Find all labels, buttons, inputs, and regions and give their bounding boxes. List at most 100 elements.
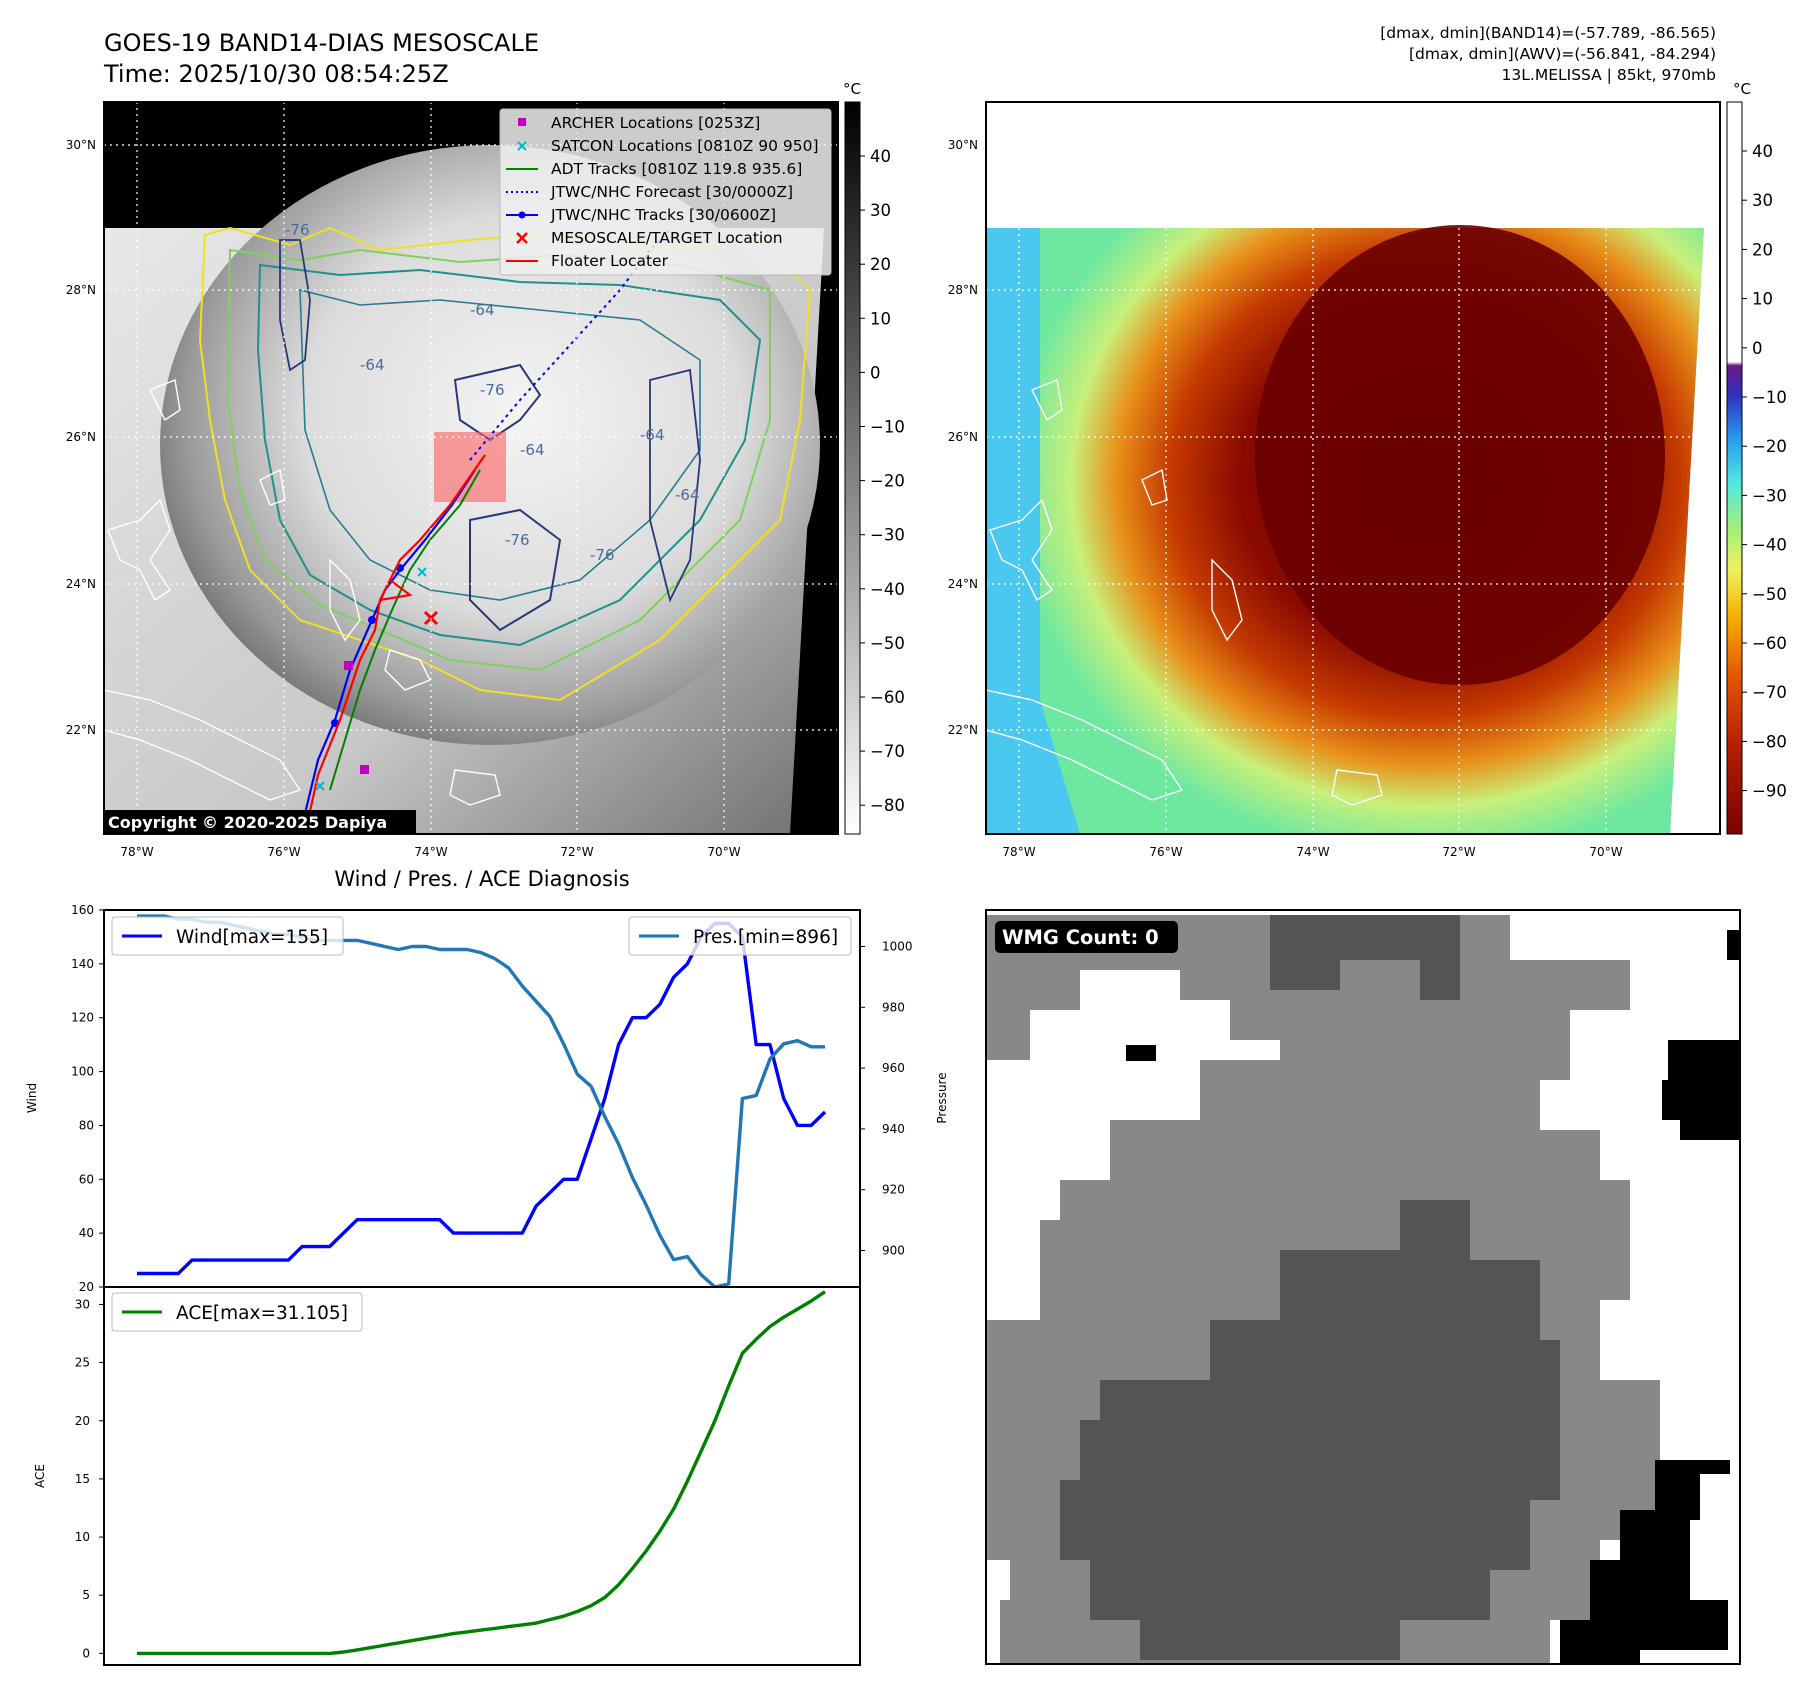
right-map-gridlines: [986, 102, 1720, 834]
colorbar-tick-label: −10: [870, 418, 905, 437]
pres-ytick-label: 900: [882, 1244, 905, 1258]
left-map-lon-labels: 78°W 76°W 74°W 72°W 70°W: [120, 845, 740, 859]
wmg-black-spot: [1126, 1045, 1156, 1061]
colorbar-tick-label: 0: [1752, 339, 1763, 358]
wind-ytick-label: 20: [79, 1280, 94, 1294]
contour-navy-south: [469, 508, 562, 632]
rlon-label-76w: 76°W: [1149, 845, 1182, 859]
colorbar-tick-label: −20: [870, 472, 905, 491]
satcon-points: [315, 567, 427, 791]
colorbar-tick-label: −80: [870, 796, 905, 815]
colorbar-tick-label: −50: [870, 634, 905, 653]
lon-label-72w: 72°W: [560, 845, 593, 859]
colorbar-tick-label: 30: [870, 201, 891, 220]
colorbar-tick-label: −40: [1752, 536, 1787, 555]
colorbar-tick-label: −10: [1752, 388, 1787, 407]
lat-label-24n: 24°N: [66, 577, 96, 591]
wmg-dark-top: [1270, 915, 1460, 1000]
wind-ytick-label: 80: [79, 1118, 94, 1132]
wind-ytick-label: 140: [71, 957, 94, 971]
wmg-black-notch: [1727, 930, 1740, 960]
legend-archer-marker: [518, 118, 526, 126]
ts-legend-pres: Pres.[min=896]: [628, 916, 852, 956]
colorbar-tick-label: −20: [1752, 437, 1787, 456]
copyright-text: Copyright © 2020-2025 Dapiya: [108, 813, 387, 832]
contour-label: -64: [640, 426, 665, 444]
wind-axis-label: Wind: [25, 1083, 39, 1113]
colorbar-tick-label: 10: [1752, 290, 1773, 309]
coastlines-right: [986, 379, 1383, 806]
colorbar-tick-label: 40: [870, 147, 891, 166]
mesoscale-box: [434, 432, 506, 502]
ts-plot: 160 140 120 100 80 60 40 20 1000 980 960 940 920 900: [71, 903, 912, 1294]
wind-legend-label: Wind[max=155]: [176, 927, 328, 948]
right-map-core: [1255, 225, 1665, 685]
lat-label-26n: 26°N: [66, 430, 96, 444]
pres-legend-box: [628, 916, 852, 956]
pres-ytick-label: 960: [882, 1061, 905, 1075]
colorbar-tick-label: −30: [870, 526, 905, 545]
rlat-label-28n: 28°N: [948, 283, 978, 297]
copyright-box: [104, 810, 416, 834]
lon-label-70w: 70°W: [707, 845, 740, 859]
pressure-axis-label: Pressure: [935, 1072, 949, 1123]
legend-tracks-dot: [518, 211, 526, 219]
legend-satcon-marker: [517, 141, 527, 151]
gray-colorbar-ticks: 40 30 20 10 0 −10 −20 −30 −40 −50 −60 −70 −80: [860, 147, 905, 815]
ace-series-line: [137, 1290, 826, 1656]
right-map-lat-labels: 30°N 28°N 26°N 24°N 22°N: [948, 138, 978, 737]
color-colorbar: [1726, 101, 1743, 835]
figure-time: Time: 2025/10/30 08:54:25Z: [103, 60, 449, 88]
legend-archer-label: ARCHER Locations [0253Z]: [551, 114, 760, 132]
contour-label-group: -76 -64 -64 -76 -64 -64 -76 -76 -64: [285, 221, 700, 564]
rlat-label-22n: 22°N: [948, 723, 978, 737]
ts-legend-wind: Wind[max=155]: [111, 916, 344, 956]
legend-adt-label: ADT Tracks [0810Z 119.8 935.6]: [551, 160, 802, 178]
lat-label-30n: 30°N: [66, 138, 96, 152]
contour-label: -64: [470, 301, 495, 319]
ace-frame: [103, 1286, 861, 1666]
adt-track-line: [329, 469, 481, 791]
ace-plot: 30 25 20 15 10 5 0: [75, 1290, 826, 1660]
lat-label-22n: 22°N: [66, 723, 96, 737]
ace-ytick-label: 10: [75, 1530, 90, 1544]
contour-navy: [453, 363, 542, 442]
lat-label-28n: 28°N: [66, 283, 96, 297]
contour-yellow: [198, 226, 812, 702]
contour-label: -76: [590, 546, 615, 564]
ace-ytick-label: 30: [75, 1297, 90, 1311]
wmg-count-box: [995, 921, 1178, 953]
colorbar-tick-label: −90: [1752, 782, 1787, 801]
wind-ytick-label: 60: [79, 1172, 94, 1186]
colorbar-tick-label: −80: [1752, 732, 1787, 751]
pres-ytick-label: 1000: [882, 939, 913, 953]
figure-title: GOES-19 BAND14-DIAS MESOSCALE: [104, 29, 539, 57]
rlat-label-30n: 30°N: [948, 138, 978, 152]
contour-label: -76: [285, 221, 310, 239]
lon-label-74w: 74°W: [414, 845, 447, 859]
legend-floater-label: Floater Locater: [551, 252, 669, 270]
ace-ytick-label: 5: [82, 1588, 90, 1602]
contour-label: -64: [675, 486, 700, 504]
ace-axis-label: ACE: [33, 1464, 47, 1488]
rlon-label-78w: 78°W: [1002, 845, 1035, 859]
wmg-black-southeast: [1560, 1460, 1730, 1664]
pressure-series-line: [137, 914, 825, 1287]
contour-label: -76: [505, 531, 530, 549]
lon-label-76w: 76°W: [267, 845, 300, 859]
contour-label: -64: [520, 441, 545, 459]
colorbar-tick-label: 0: [870, 363, 881, 382]
legend-target-marker: [516, 232, 528, 244]
lon-label-78w: 78°W: [120, 845, 153, 859]
contour-navy-east: [649, 368, 701, 603]
colorbar-tick-label: 20: [870, 255, 891, 274]
rlat-label-24n: 24°N: [948, 577, 978, 591]
storm-info: 13L.MELISSA | 85kt, 970mb: [1502, 66, 1716, 84]
legend-box: [499, 108, 832, 276]
wmg-frame: [985, 909, 1741, 1665]
rlon-label-72w: 72°W: [1442, 845, 1475, 859]
pres-ytick-label: 980: [882, 1000, 905, 1014]
colorbar-tick-label: −60: [1752, 634, 1787, 653]
wind-ytick-label: 160: [71, 903, 94, 917]
colorbar-tick-label: −40: [870, 580, 905, 599]
